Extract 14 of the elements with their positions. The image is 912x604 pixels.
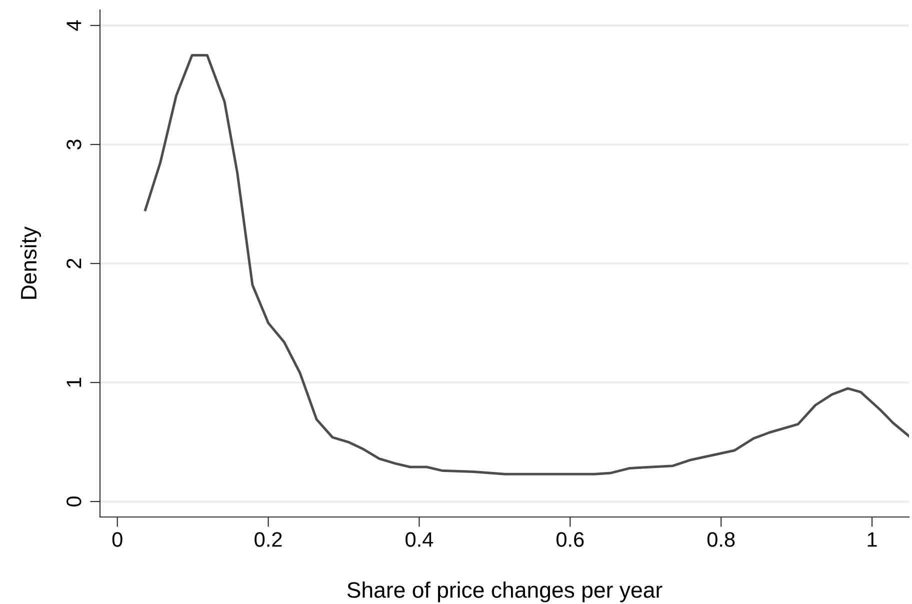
y-tick-label: 0 — [66, 496, 82, 507]
y-tick-label: 2 — [66, 258, 82, 268]
x-axis-title: Share of price changes per year — [347, 582, 662, 602]
y-tick-label: 4 — [66, 20, 82, 31]
y-tick-label: 1 — [66, 378, 82, 387]
x-tick-label: 0 — [112, 532, 122, 547]
x-tick-label: 0.4 — [406, 532, 434, 547]
x-tick-label: 0.6 — [556, 532, 584, 547]
x-tick-label: 0.2 — [254, 532, 282, 547]
x-tick-label: 1 — [868, 532, 877, 547]
y-tick-label: 3 — [66, 140, 82, 150]
line-series — [144, 54, 909, 476]
x-tick-label: 0.8 — [707, 532, 735, 547]
y-axis-title: Density — [20, 226, 41, 299]
